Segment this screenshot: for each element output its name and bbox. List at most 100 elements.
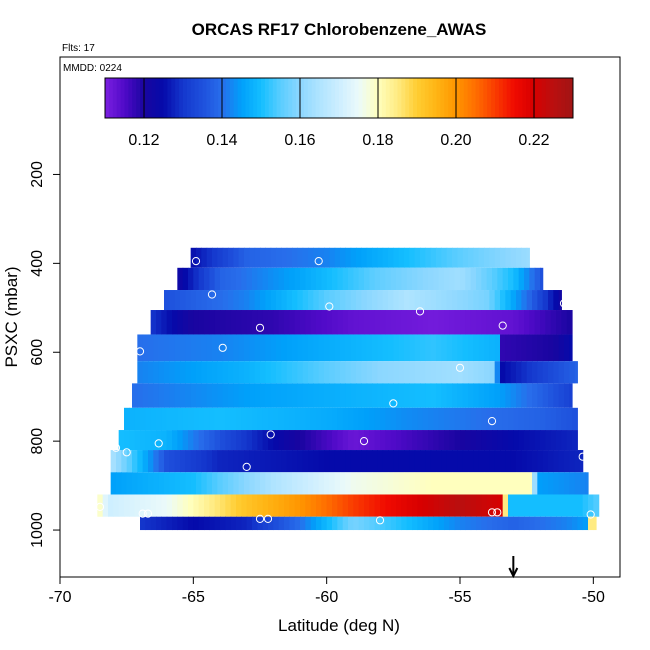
band-cell: [126, 472, 133, 495]
band-cell: [412, 310, 418, 335]
band-cell: [510, 247, 517, 268]
x-axis: -70 -65 -60 -55 -50: [48, 577, 605, 606]
band-cell: [337, 494, 344, 517]
colorbar-cell: [276, 78, 281, 118]
band-cell: [276, 450, 282, 473]
colorbar-cell: [506, 78, 512, 118]
band-cell: [465, 516, 472, 531]
band-cell: [238, 450, 245, 473]
band-cell: [321, 407, 328, 431]
band-cell: [518, 516, 525, 531]
band-cell: [190, 290, 197, 311]
band-cell: [318, 383, 325, 408]
band-cell: [196, 247, 202, 268]
band-cell: [436, 450, 442, 473]
band-cell: [409, 383, 416, 408]
band-cell: [417, 430, 424, 451]
sample-point: [493, 508, 502, 517]
band-cell: [420, 290, 426, 311]
band-cell: [158, 450, 165, 473]
band-cell: [404, 290, 410, 311]
band-cell: [268, 407, 274, 431]
band-cell: [270, 290, 277, 311]
band-cell: [217, 247, 224, 268]
band-cell: [289, 267, 296, 291]
band-cell: [316, 516, 322, 531]
band-cell: [532, 383, 538, 408]
band-cell: [462, 450, 469, 473]
band-cell: [254, 361, 261, 384]
band-cell: [540, 430, 546, 451]
colorbar-cell: [202, 78, 207, 118]
band-cell: [316, 267, 322, 291]
band-cell: [556, 494, 562, 517]
band-cell: [454, 430, 461, 451]
colorbar-cell: [296, 78, 301, 118]
band-cell: [225, 407, 232, 431]
band-cell: [145, 407, 152, 431]
band-cell: [374, 267, 381, 291]
band-cell: [230, 516, 237, 531]
band-cell: [518, 494, 525, 517]
band-cell: [297, 361, 304, 384]
band-cell: [233, 247, 240, 268]
band-cell: [150, 494, 157, 517]
band-cell: [297, 290, 304, 311]
colorbar-cell: [463, 78, 469, 118]
band-cell: [561, 516, 568, 531]
band-cell: [420, 334, 426, 362]
colorbar-cell: [389, 78, 395, 118]
band-cell: [326, 516, 333, 531]
band-cell: [417, 516, 424, 531]
band-cell: [369, 407, 376, 431]
band-cell: [422, 407, 429, 431]
colorbar-cell: [245, 78, 250, 118]
band-cell: [534, 267, 541, 291]
band-cell: [433, 407, 440, 431]
band-cell: [244, 247, 250, 268]
band-cell: [441, 361, 448, 384]
band-cell: [345, 247, 352, 268]
band-cell: [257, 516, 264, 531]
band-cell: [558, 450, 565, 473]
band-cell: [262, 407, 269, 431]
band-cell: [225, 267, 232, 291]
band-cell: [425, 361, 432, 384]
colorbar-cell: [342, 78, 348, 118]
band-cell: [116, 450, 122, 473]
band-cell: [212, 247, 218, 268]
colorbar-cell: [561, 78, 566, 118]
band-cell: [150, 516, 157, 531]
band-cell: [353, 407, 360, 431]
band-cell: [412, 516, 418, 531]
band-cell: [492, 494, 498, 517]
colorbar-cell: [327, 78, 332, 118]
band-cell: [164, 334, 170, 362]
band-cell: [297, 472, 304, 495]
band-cell: [393, 290, 400, 311]
band-cell: [177, 430, 184, 451]
band-cell: [182, 310, 189, 335]
band-cell: [548, 334, 554, 362]
band-cell: [380, 407, 386, 431]
band-cell: [454, 267, 461, 291]
band-cell: [276, 361, 282, 384]
band-cell: [356, 290, 362, 311]
colorbar-cell: [405, 78, 410, 118]
sample-point: [255, 323, 265, 332]
band-cell: [441, 290, 448, 311]
band-cell: [489, 383, 496, 408]
band-cell: [180, 450, 186, 473]
band-cell: [350, 383, 357, 408]
band-cell: [478, 334, 485, 362]
band-cell: [428, 516, 434, 531]
colorbar-cell: [378, 78, 383, 118]
band-cell: [265, 383, 272, 408]
band-cell: [518, 407, 525, 431]
band-cell: [137, 472, 144, 495]
band-cell: [388, 290, 394, 311]
band-cell: [382, 450, 389, 473]
band-cell: [297, 450, 304, 473]
band-cell: [310, 494, 317, 517]
colorbar-cell: [385, 78, 391, 118]
